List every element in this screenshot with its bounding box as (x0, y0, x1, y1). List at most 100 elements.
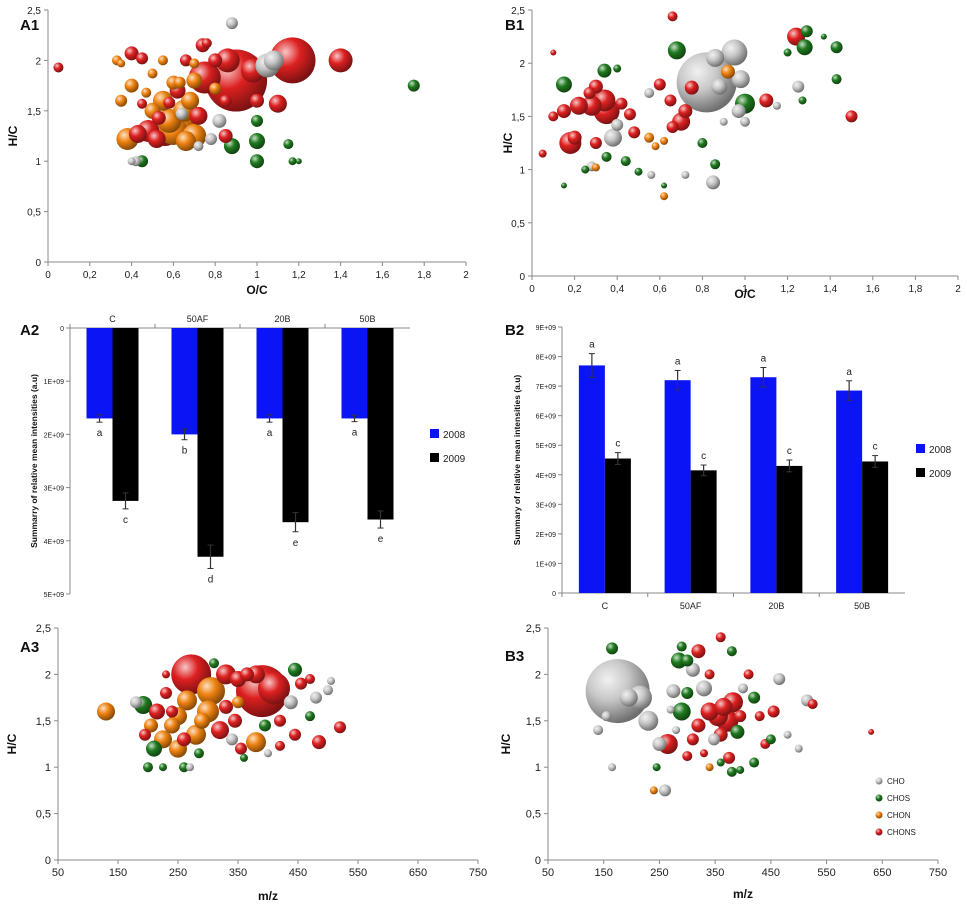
bar-2009 (197, 328, 224, 557)
x-tick-label: 650 (873, 867, 891, 879)
bar-2009 (776, 465, 803, 593)
x-tick-label: 450 (289, 867, 307, 879)
bubble-cho (652, 737, 667, 751)
legend-label-chons: CHONS (887, 828, 916, 837)
bubble-cho (638, 710, 659, 731)
bar-2009 (282, 328, 309, 523)
panel-label: B1 (505, 17, 524, 34)
bubble-chos (697, 138, 708, 148)
x-tick-label: 0,8 (208, 270, 222, 281)
bubble-chons (235, 742, 247, 755)
y-tick-label: 9E+09 (536, 325, 557, 332)
bubble-chos (726, 646, 737, 657)
bubble-chos (796, 39, 813, 56)
bubble-chon (164, 717, 180, 734)
y-tick-label: 0 (552, 591, 556, 598)
bubble-chos (146, 740, 162, 757)
panel-b1: 0 0,2 0,4 0,6 0,8 1 1,2 1,4 1,6 1,8 2 0 0,5 1 1,5 2 2,5 O… (501, 6, 961, 301)
x-tick-label: 0,4 (125, 270, 139, 281)
bubble-chon (124, 78, 139, 93)
y-tick-label: 4E+09 (536, 473, 557, 480)
y-tick-label: 1,5 (511, 112, 525, 123)
bubble-chon (660, 136, 669, 145)
bubble-chon (177, 690, 197, 711)
bubble-chos (283, 139, 294, 150)
bubble-chos (634, 167, 643, 176)
bubble-chons (723, 751, 736, 764)
bubble-chos (209, 658, 219, 669)
bubble-chons (219, 699, 233, 714)
y-tick-label: 0,5 (36, 809, 51, 821)
bubble-chos (597, 63, 612, 78)
y-axis-label: H/C (501, 132, 515, 153)
legend-swatch-chons (875, 828, 883, 836)
panel-label: A2 (20, 322, 39, 339)
bubble-cho (611, 118, 624, 131)
bubble-chons (686, 733, 699, 746)
bubble-chons (589, 137, 602, 149)
significance-letter: c (615, 439, 620, 450)
bubble-chons (312, 735, 326, 750)
x-tick-label: 50 (542, 867, 554, 879)
bubble-chons (137, 98, 148, 109)
bubble-cho (676, 52, 737, 113)
y-axis-label: H/C (6, 125, 20, 146)
bubble-chons (743, 669, 754, 680)
bubble-chons (868, 728, 875, 735)
bubble-chos (560, 182, 567, 189)
bubble-chons (700, 702, 719, 721)
bubble-cho (719, 117, 728, 126)
bar-2008 (341, 328, 368, 419)
legend-swatch-2008 (916, 444, 925, 453)
bubble-chons (139, 728, 151, 741)
bubble-chons (128, 124, 147, 143)
bubble-chos (288, 662, 302, 677)
bubble-cho (323, 685, 333, 696)
panel-a2: 0 1E+09 2E+09 3E+09 4E+09 5E+09 Ca c 50AF b d 20B a e… (20, 314, 466, 599)
y-tick-label: 6E+09 (536, 414, 557, 421)
bubble-chon (115, 94, 128, 107)
x-tick-label: 2 (463, 270, 469, 281)
bubble-cho (264, 749, 272, 758)
bubble-cho (175, 107, 188, 120)
bubble-chon (232, 696, 244, 709)
bubble-chons (289, 728, 301, 741)
bubble-chon (651, 142, 660, 151)
bubble-chos (250, 154, 264, 169)
y-axis-label: H/C (499, 733, 513, 754)
y-tick-label: 1 (535, 762, 541, 774)
bubble-chos (249, 133, 265, 150)
bubble-chons (215, 48, 240, 73)
bubble-chons (653, 78, 666, 91)
y-tick-label: 5E+09 (536, 443, 557, 450)
bubble-chons (691, 644, 706, 659)
bubble-chons (714, 697, 733, 716)
bubble-cho (794, 744, 803, 753)
bubble-chon (720, 64, 735, 79)
y-axis-label: Summarry of relative mean intensities (a… (29, 374, 39, 548)
bubble-chos (613, 64, 622, 73)
y-tick-label: 4E+09 (44, 539, 65, 546)
category-label: 50B (854, 601, 870, 611)
bubble-chon (194, 712, 210, 729)
panel-label: A3 (20, 639, 39, 656)
bubble-chon (141, 87, 152, 98)
bubble-chon (186, 724, 206, 745)
bubble-cho (603, 128, 622, 147)
bubble-chons (734, 710, 747, 723)
legend-label-2008: 2008 (443, 430, 466, 441)
legend-swatch-2009 (916, 468, 925, 477)
bubble-cho (721, 39, 748, 66)
panel-label: A1 (20, 17, 39, 34)
bubble-cho (731, 104, 746, 119)
x-tick-label: 1 (742, 284, 748, 295)
x-tick-label: 1,2 (781, 284, 795, 295)
y-tick-label: 1E+09 (44, 379, 65, 386)
bubble-chons (147, 130, 166, 149)
bar-2008 (86, 328, 113, 419)
bubble-chons (136, 52, 149, 65)
y-tick-label: 7E+09 (536, 384, 557, 391)
significance-letter: a (846, 367, 852, 378)
y-tick-label: 2 (35, 56, 41, 67)
x-tick-label: 1 (254, 270, 260, 281)
